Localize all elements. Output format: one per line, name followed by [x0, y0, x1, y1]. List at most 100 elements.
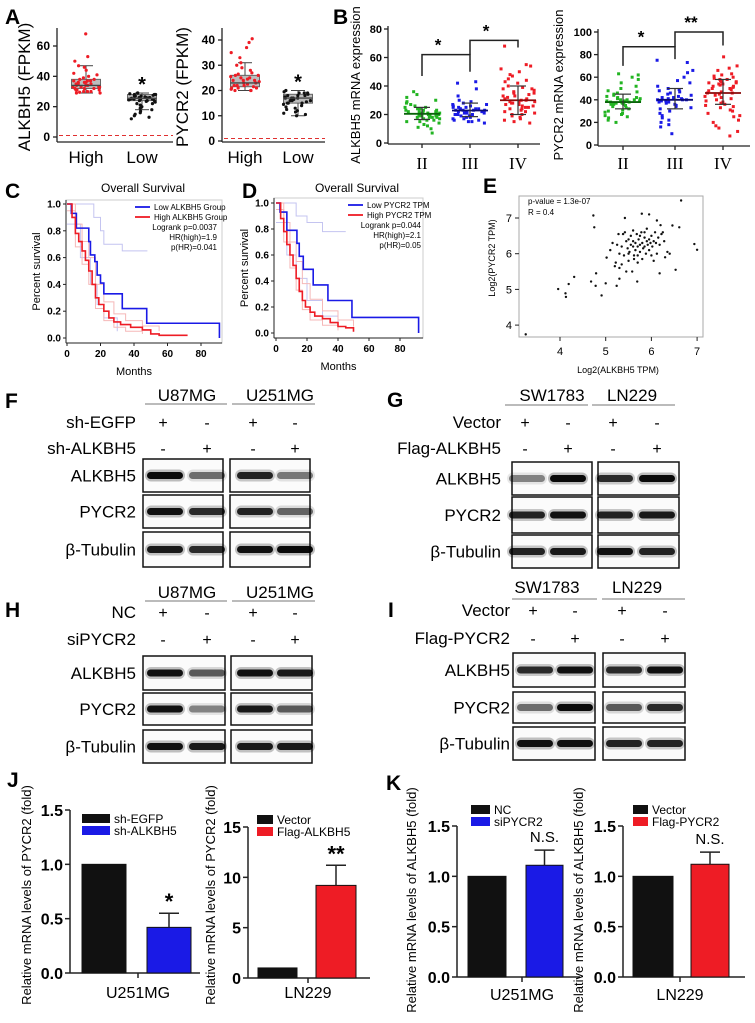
- x-tick-label: 0: [64, 349, 70, 360]
- y-tick-label: 0.2: [47, 307, 61, 318]
- data-point: [242, 83, 246, 88]
- data-point: [415, 93, 419, 97]
- data-point: [678, 226, 681, 229]
- data-point: [668, 91, 672, 95]
- data-point: [256, 73, 260, 77]
- y-tick-label: 60: [37, 39, 51, 53]
- data-point: [619, 81, 623, 85]
- data-point: [717, 82, 721, 86]
- data-point: [527, 93, 531, 97]
- data-point: [532, 88, 536, 92]
- data-point: [437, 121, 441, 125]
- condition-label: siPYCR2: [67, 630, 136, 649]
- data-point: [638, 250, 642, 254]
- protein-band: [509, 548, 545, 555]
- data-point: [510, 114, 514, 118]
- data-point: [594, 284, 597, 288]
- condition-sign: -: [250, 441, 255, 458]
- data-point: [474, 87, 478, 91]
- data-point: [404, 101, 408, 105]
- data-point: [520, 107, 524, 111]
- y-tick-label: 0.4: [255, 277, 269, 288]
- y-tick-label: 0.0: [255, 329, 269, 340]
- significance-star: *: [138, 74, 146, 96]
- condition-sign: +: [563, 441, 572, 458]
- data-point: [462, 111, 466, 115]
- confidence-band-line: [67, 203, 160, 332]
- panel-label-a: A: [5, 6, 20, 29]
- y-tick-label: 7: [506, 213, 512, 225]
- legend-label: Vector: [277, 813, 311, 827]
- data-point: [625, 115, 629, 119]
- data-point: [625, 270, 628, 273]
- data-point: [635, 90, 639, 94]
- y-tick-label: 40: [202, 33, 216, 47]
- data-point: [293, 110, 298, 114]
- x-tick-label: 5: [603, 346, 609, 358]
- data-point: [248, 68, 252, 72]
- y-tick-label: 0.5: [41, 912, 63, 929]
- data-point: [503, 80, 507, 84]
- data-point: [86, 55, 90, 59]
- x-category-label: II: [617, 154, 629, 173]
- data-point: [74, 88, 78, 92]
- data-point: [153, 92, 158, 97]
- data-point: [645, 240, 649, 243]
- data-point: [97, 88, 101, 92]
- data-point: [76, 82, 80, 86]
- confidence-band-line: [67, 203, 148, 252]
- bar-chart-2: 0 5 10 15 LN229 Relative mRNA levels of PYCR2…: [203, 785, 370, 1005]
- data-point: [712, 74, 716, 78]
- data-point: [531, 104, 535, 108]
- cell-line-label: U251MG: [246, 386, 314, 405]
- protein-band: [237, 743, 273, 750]
- data-point: [663, 256, 667, 259]
- data-point: [470, 113, 474, 116]
- data-point: [605, 94, 609, 98]
- data-point: [72, 71, 76, 75]
- data-point: [660, 96, 664, 100]
- data-point: [247, 40, 251, 45]
- y-tick-label: 0.0: [594, 970, 616, 987]
- data-point: [603, 114, 607, 118]
- x-tick-label: 40: [128, 349, 140, 360]
- data-point: [627, 238, 630, 241]
- data-point: [532, 91, 536, 95]
- western-blot-h: U87MG U251MG NC + - + - siPYCR2 - + - + ALKBH5 PYCR2 β…: [65, 583, 315, 764]
- legend-label: Vector: [652, 803, 686, 817]
- stat-text: HR(high)=1.9: [169, 233, 217, 242]
- confidence-band-line: [276, 209, 339, 331]
- data-point: [652, 259, 655, 263]
- legend-label: Flag-ALKBH5: [277, 825, 351, 839]
- y-tick-label: 60: [370, 53, 382, 65]
- data-point: [668, 252, 671, 255]
- data-point: [297, 91, 301, 95]
- data-point: [136, 91, 140, 95]
- data-point: [150, 102, 155, 106]
- legend-label: sh-EGFP: [114, 812, 163, 826]
- condition-sign: -: [160, 632, 165, 649]
- data-point: [241, 78, 245, 82]
- y-tick-label: 40: [37, 69, 51, 83]
- data-point: [710, 87, 714, 90]
- bar-flag-alkbh5: [315, 884, 357, 979]
- data-point: [711, 84, 715, 88]
- data-point: [647, 213, 651, 216]
- protein-band: [277, 546, 313, 553]
- data-point: [452, 118, 456, 122]
- protein-band: [557, 666, 593, 674]
- plot-frame: [518, 195, 704, 338]
- data-point: [296, 93, 300, 98]
- data-point: [92, 86, 96, 91]
- condition-sign: +: [652, 441, 661, 458]
- data-point: [655, 219, 659, 222]
- condition-sign: +: [202, 441, 211, 458]
- data-point: [736, 129, 740, 133]
- data-point: [664, 101, 668, 105]
- data-point: [631, 229, 635, 232]
- data-point: [456, 94, 460, 98]
- data-point: [631, 240, 635, 243]
- data-point: [517, 103, 521, 107]
- y-tick-label: 0.8: [255, 225, 269, 236]
- data-point: [422, 117, 426, 121]
